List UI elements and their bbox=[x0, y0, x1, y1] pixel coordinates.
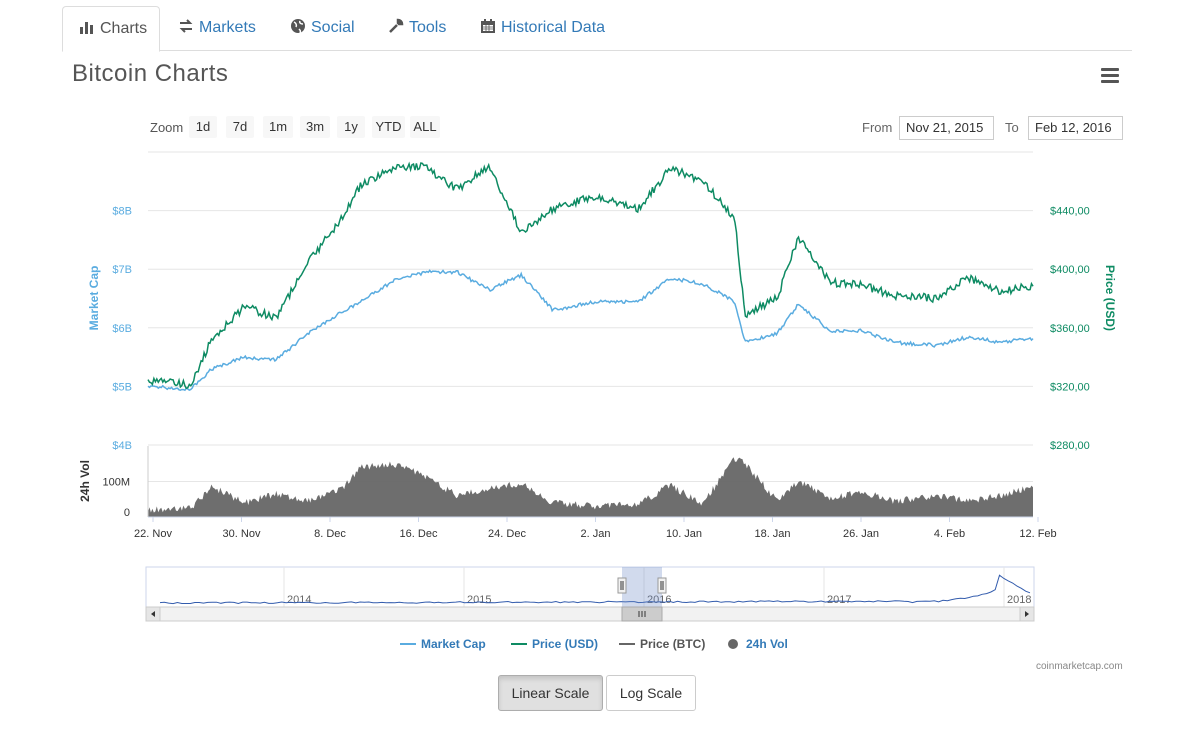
legend-price-usd[interactable]: Price (USD) bbox=[511, 637, 598, 651]
legend-market-cap[interactable]: Market Cap bbox=[400, 637, 486, 651]
navigator-tick-label: 2014 bbox=[287, 594, 311, 606]
y-tick-label-left: $5B bbox=[112, 381, 132, 393]
zoom-3m-button[interactable]: 3m bbox=[300, 116, 330, 138]
volume-tick-label: 0 bbox=[124, 507, 130, 519]
y-tick-label-left: $8B bbox=[112, 206, 132, 218]
legend-24h-vol[interactable]: 24h Vol bbox=[728, 637, 788, 651]
y-tick-label-left: $6B bbox=[112, 323, 132, 335]
x-tick-label: 2. Jan bbox=[581, 528, 611, 540]
navigator-tick-label: 2018 bbox=[1007, 594, 1031, 606]
volume-axis-title: 24h Vol bbox=[78, 460, 92, 502]
y-axis-title-right: Price (USD) bbox=[1103, 265, 1117, 331]
tab-tools[interactable]: Tools bbox=[388, 6, 446, 49]
legend-swatch bbox=[400, 643, 416, 645]
zoom-1m-button[interactable]: 1m bbox=[263, 116, 293, 138]
y-tick-label-left: $7B bbox=[112, 264, 132, 276]
credit-link[interactable]: coinmarketcap.com bbox=[1036, 661, 1123, 672]
to-date-input[interactable]: Feb 12, 2016 bbox=[1028, 116, 1123, 140]
zoom-1y-button[interactable]: 1y bbox=[337, 116, 365, 138]
arrow-right-icon bbox=[1025, 611, 1029, 617]
tab-label: Social bbox=[311, 19, 355, 36]
navigator[interactable] bbox=[145, 566, 1035, 608]
wrench-icon bbox=[389, 18, 404, 33]
bitcoin-chart: $4B $280,00 $5B $320,00 $6B $360,00 $7B $400,00… bbox=[78, 151, 1117, 622]
to-label: To bbox=[1005, 120, 1019, 135]
x-tick-label: 8. Dec bbox=[314, 528, 346, 540]
hamburger-icon bbox=[1101, 68, 1119, 71]
zoom-7d-button[interactable]: 7d bbox=[226, 116, 254, 138]
navigator-tick-label: 2017 bbox=[827, 594, 851, 606]
linear-scale-button[interactable]: Linear Scale bbox=[498, 675, 603, 711]
legend-swatch bbox=[619, 643, 635, 645]
scrollbar-track[interactable] bbox=[145, 606, 1035, 622]
y-tick-label-right: $280,00 bbox=[1050, 440, 1090, 452]
y-tick-label-right: $360,00 bbox=[1050, 323, 1090, 335]
series-area-24h-vol bbox=[148, 457, 1033, 517]
chart-menu-button[interactable] bbox=[1101, 68, 1119, 84]
page-title: Bitcoin Charts bbox=[72, 60, 229, 87]
navigator-tick-label: 2015 bbox=[467, 594, 491, 606]
tab-historical-data[interactable]: Historical Data bbox=[480, 6, 605, 49]
x-tick-label: 18. Jan bbox=[754, 528, 790, 540]
series-line-market-cap bbox=[147, 269, 1034, 392]
y-tick-label-right: $440,00 bbox=[1050, 206, 1090, 218]
tab-label: Charts bbox=[100, 20, 148, 37]
tab-social[interactable]: Social bbox=[290, 6, 355, 49]
exchange-icon bbox=[179, 19, 193, 33]
from-date-input[interactable]: Nov 21, 2015 bbox=[899, 116, 994, 140]
navigator-tick-label: 2016 bbox=[647, 594, 671, 606]
hamburger-line bbox=[1101, 74, 1119, 77]
tab-markets[interactable]: Markets bbox=[178, 6, 256, 49]
series-line-price-usd bbox=[147, 161, 1034, 390]
arrow-left-icon bbox=[151, 611, 155, 617]
zoom-ytd-button[interactable]: YTD bbox=[372, 116, 405, 138]
zoom-label: Zoom bbox=[150, 120, 184, 135]
legend-label: 24h Vol bbox=[746, 637, 788, 651]
navigator-handle[interactable] bbox=[617, 577, 627, 594]
y-tick-label-left: $4B bbox=[112, 440, 132, 452]
volume-tick-label: 100M bbox=[102, 477, 130, 489]
hamburger-line bbox=[1101, 80, 1119, 83]
legend-dot bbox=[728, 639, 738, 649]
x-tick-label: 22. Nov bbox=[134, 528, 172, 540]
zoom-1d-button[interactable]: 1d bbox=[189, 116, 217, 138]
x-tick-label: 4. Feb bbox=[934, 528, 965, 540]
calendar-icon bbox=[481, 19, 495, 33]
x-tick-label: 24. Dec bbox=[488, 528, 526, 540]
globe-icon bbox=[291, 19, 305, 34]
navigator-series bbox=[159, 574, 1031, 605]
legend-label: Price (USD) bbox=[532, 637, 599, 651]
bar-chart-icon bbox=[80, 22, 93, 34]
tab-label: Historical Data bbox=[501, 19, 606, 36]
x-tick-label: 10. Jan bbox=[666, 528, 702, 540]
y-axis-title-left: Market Cap bbox=[87, 266, 101, 331]
tab-label: Tools bbox=[409, 19, 447, 36]
legend-label: Price (BTC) bbox=[640, 637, 706, 651]
tab-label: Markets bbox=[199, 19, 256, 36]
x-tick-label: 16. Dec bbox=[400, 528, 438, 540]
legend-label: Market Cap bbox=[421, 637, 486, 651]
from-label: From bbox=[862, 120, 893, 135]
zoom-all-button[interactable]: ALL bbox=[410, 116, 440, 138]
y-tick-label-right: $400,00 bbox=[1050, 264, 1090, 276]
tab-charts[interactable]: Charts bbox=[62, 6, 160, 52]
log-scale-button[interactable]: Log Scale bbox=[606, 675, 696, 711]
tab-bar: Charts Markets Social Tools Historical D… bbox=[62, 6, 1132, 52]
legend-swatch bbox=[511, 643, 527, 645]
x-tick-label: 12. Feb bbox=[1019, 528, 1056, 540]
legend-price-btc[interactable]: Price (BTC) bbox=[619, 637, 705, 651]
navigator-selection[interactable] bbox=[622, 567, 662, 607]
y-tick-label-right: $320,00 bbox=[1050, 381, 1090, 393]
x-tick-label: 30. Nov bbox=[223, 528, 261, 540]
x-tick-label: 26. Jan bbox=[843, 528, 879, 540]
navigator-handle[interactable] bbox=[657, 577, 667, 594]
